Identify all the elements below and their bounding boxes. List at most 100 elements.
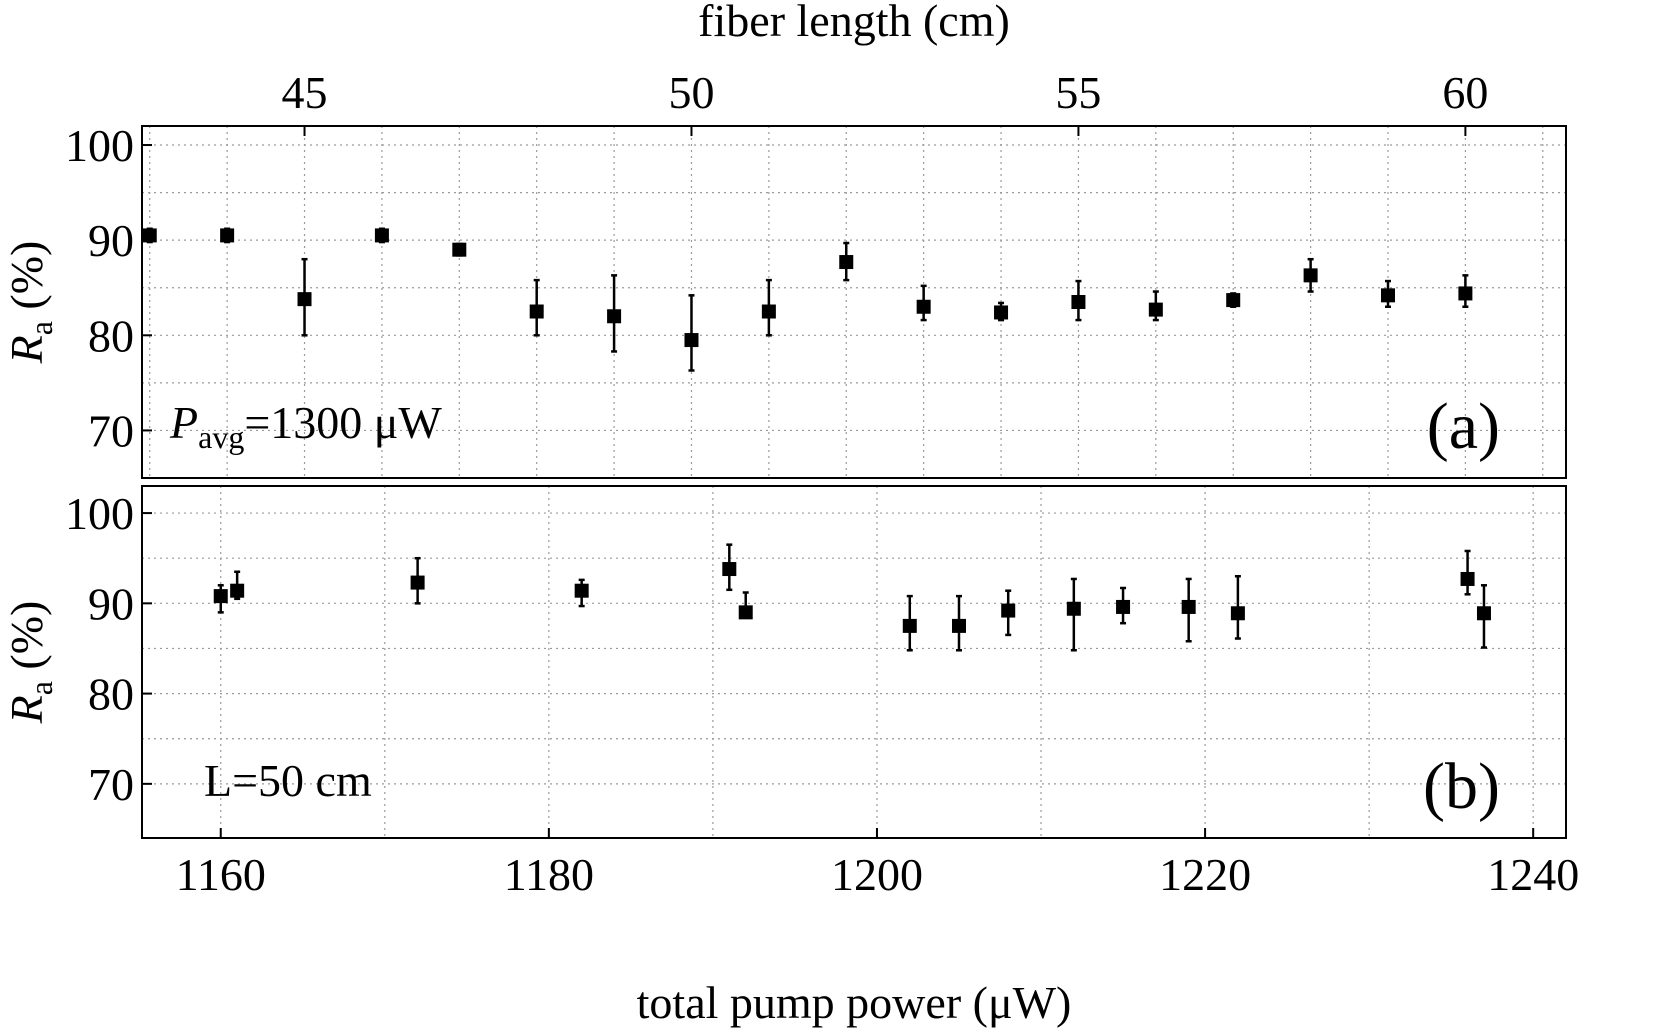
data-point xyxy=(213,584,228,614)
y-axis-title-sub: a xyxy=(23,681,59,695)
data-point xyxy=(142,227,157,244)
data-marker xyxy=(1181,599,1196,614)
data-marker xyxy=(1303,268,1318,283)
y-tick-label: 80 xyxy=(88,669,134,720)
y-axis-title-rest: (%) xyxy=(1,241,52,321)
data-marker xyxy=(902,618,917,633)
y-axis-title-rest: (%) xyxy=(1,601,52,681)
y-axis-title-main: R xyxy=(1,695,52,724)
data-point xyxy=(1148,290,1163,322)
y-tick-label: 70 xyxy=(88,405,134,456)
data-point xyxy=(902,594,917,652)
data-point xyxy=(684,294,699,372)
annotation-rest: =1300 μW xyxy=(244,397,442,448)
panel-label: (a) xyxy=(1427,390,1500,463)
y-tick-label: 80 xyxy=(88,310,134,361)
data-point xyxy=(1460,549,1475,596)
data-marker xyxy=(684,333,699,348)
data-point xyxy=(1001,589,1016,637)
data-marker xyxy=(1458,286,1473,301)
data-point xyxy=(994,301,1009,322)
x-tick-label: 50 xyxy=(668,67,714,118)
data-marker xyxy=(1460,571,1475,586)
data-marker xyxy=(916,299,931,314)
annotation-sub: avg xyxy=(198,419,244,455)
y-tick-label: 100 xyxy=(65,488,134,539)
data-point xyxy=(410,556,425,605)
data-marker xyxy=(761,304,776,319)
x-tick-label: 1180 xyxy=(504,849,594,900)
x-tick-label: 45 xyxy=(282,67,328,118)
data-point xyxy=(607,274,622,353)
annotation-main: P xyxy=(169,397,198,448)
panel-a: 70 80 90 100 45 50 55 60 fiber length (cm) Ra (%)… xyxy=(1,0,1567,479)
data-point xyxy=(738,591,753,620)
y-tick-label: 100 xyxy=(65,120,134,171)
data-point xyxy=(230,570,245,601)
data-marker xyxy=(607,309,622,324)
data-point xyxy=(1458,274,1473,309)
data-marker xyxy=(1066,601,1081,616)
data-marker xyxy=(529,304,544,319)
panel-b: 70 80 90 100 1160 1180 1200 1220 1240 total pump … xyxy=(1,485,1579,1028)
data-point xyxy=(374,227,389,244)
data-point xyxy=(916,284,931,322)
data-point xyxy=(1230,575,1245,640)
data-marker xyxy=(452,242,467,257)
data-point xyxy=(574,578,589,608)
panel-label: (b) xyxy=(1423,750,1500,823)
data-point xyxy=(1303,257,1318,293)
data-marker xyxy=(1226,293,1241,308)
data-marker xyxy=(738,605,753,620)
data-marker xyxy=(1230,606,1245,621)
y-axis-title: Ra (%) xyxy=(1,601,59,725)
data-point xyxy=(1476,584,1491,649)
data-point xyxy=(1066,577,1081,652)
y-tick-label: 90 xyxy=(88,215,134,266)
plot-frame xyxy=(141,485,1567,839)
data-marker xyxy=(951,618,966,633)
data-point xyxy=(839,241,854,282)
x-tick-label: 1160 xyxy=(176,849,266,900)
annotation: Pavg=1300 μW xyxy=(169,397,442,455)
plot-frame xyxy=(141,125,1567,479)
data-marker xyxy=(994,305,1009,320)
data-point xyxy=(529,278,544,337)
data-marker xyxy=(220,228,235,243)
data-marker xyxy=(722,562,737,577)
x-tick-label: 60 xyxy=(1442,67,1488,118)
data-point xyxy=(297,257,312,337)
data-marker xyxy=(574,583,589,598)
data-point xyxy=(1181,577,1196,643)
data-marker xyxy=(839,255,854,270)
data-marker xyxy=(142,228,157,243)
data-marker xyxy=(297,292,312,307)
data-point xyxy=(1116,586,1131,625)
x-tick-label: 55 xyxy=(1055,67,1101,118)
data-point xyxy=(1226,292,1241,309)
annotation: L=50 cm xyxy=(204,755,372,806)
data-marker xyxy=(410,575,425,590)
data-marker xyxy=(213,589,228,604)
x-tick-label: 1200 xyxy=(831,849,923,900)
data-marker xyxy=(1116,599,1131,614)
data-marker xyxy=(1381,288,1395,303)
data-point xyxy=(1381,279,1395,309)
y-axis-title-sub: a xyxy=(23,321,59,335)
data-point xyxy=(722,543,737,592)
data-point xyxy=(951,594,966,652)
y-axis-title: Ra (%) xyxy=(1,241,59,365)
y-tick-label: 90 xyxy=(88,578,134,629)
data-point xyxy=(1071,279,1086,322)
data-marker xyxy=(374,228,389,243)
y-axis-title-main: R xyxy=(1,335,52,364)
data-marker xyxy=(1071,295,1086,309)
data-marker xyxy=(1476,606,1491,621)
y-tick-label: 70 xyxy=(88,759,134,810)
x-axis-title: fiber length (cm) xyxy=(698,0,1010,46)
data-point xyxy=(452,242,467,257)
data-point xyxy=(761,278,776,337)
x-axis-title: total pump power (μW) xyxy=(637,977,1072,1028)
data-marker xyxy=(230,583,245,598)
